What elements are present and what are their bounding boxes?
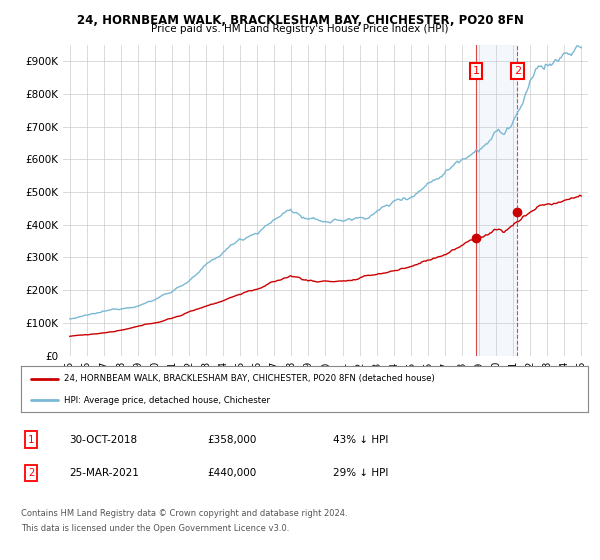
Text: 43% ↓ HPI: 43% ↓ HPI	[333, 435, 388, 445]
Text: 24, HORNBEAM WALK, BRACKLESHAM BAY, CHICHESTER, PO20 8FN: 24, HORNBEAM WALK, BRACKLESHAM BAY, CHIC…	[77, 14, 523, 27]
Text: 30-OCT-2018: 30-OCT-2018	[69, 435, 137, 445]
Text: 25-MAR-2021: 25-MAR-2021	[69, 468, 139, 478]
Text: 2: 2	[514, 66, 521, 76]
Text: 1: 1	[28, 435, 34, 445]
Text: 29% ↓ HPI: 29% ↓ HPI	[333, 468, 388, 478]
Text: This data is licensed under the Open Government Licence v3.0.: This data is licensed under the Open Gov…	[21, 524, 289, 533]
Text: 24, HORNBEAM WALK, BRACKLESHAM BAY, CHICHESTER, PO20 8FN (detached house): 24, HORNBEAM WALK, BRACKLESHAM BAY, CHIC…	[64, 374, 434, 383]
Text: £358,000: £358,000	[207, 435, 256, 445]
Text: Contains HM Land Registry data © Crown copyright and database right 2024.: Contains HM Land Registry data © Crown c…	[21, 509, 347, 518]
Text: £440,000: £440,000	[207, 468, 256, 478]
Text: Price paid vs. HM Land Registry's House Price Index (HPI): Price paid vs. HM Land Registry's House …	[151, 24, 449, 34]
Text: 2: 2	[28, 468, 34, 478]
Text: HPI: Average price, detached house, Chichester: HPI: Average price, detached house, Chic…	[64, 395, 269, 405]
Text: 1: 1	[473, 66, 479, 76]
Bar	[476, 45, 517, 356]
